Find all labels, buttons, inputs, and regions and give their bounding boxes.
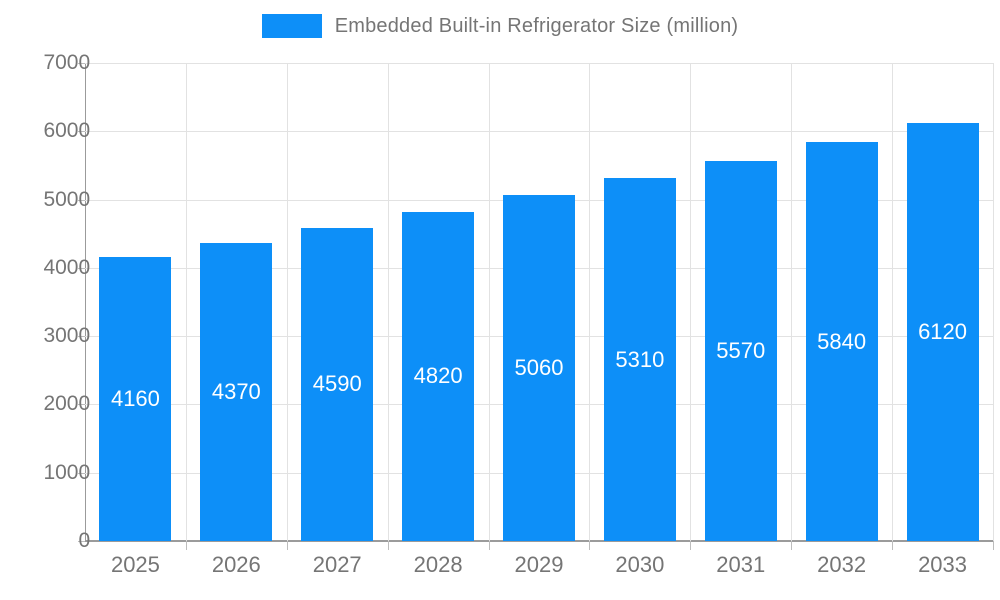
y-axis-tick [78,131,85,133]
v-gridline [185,63,187,541]
x-axis-tick-label: 2026 [211,552,261,577]
bar-value-label: 4820 [413,363,463,389]
x-axis-tick-label: 2030 [615,552,665,577]
bar-value-label: 5840 [817,328,867,354]
legend-label: Embedded Built-in Refrigerator Size (mil… [334,14,739,37]
x-axis-tick-label: 2033 [918,552,968,577]
x-axis-tick [993,541,994,550]
bar-value-label: 6120 [918,319,968,345]
y-axis-tick-label: 4000 [43,255,91,279]
bar-value-label: 5570 [716,337,766,363]
y-axis-line [85,63,86,541]
x-axis-tick [589,541,591,550]
x-axis-tick [488,541,490,550]
x-axis-tick [185,541,187,550]
h-gridline [85,131,993,133]
v-gridline [589,63,591,541]
bar-2029: 5060 [503,195,575,541]
bar-value-label: 5310 [615,346,665,372]
y-axis-tick-label: 5000 [43,187,91,211]
bar-2028: 4820 [402,211,475,541]
y-axis-tick-label: 6000 [43,119,91,143]
x-axis-tick-label: 2025 [110,552,160,577]
v-gridline [690,63,692,541]
y-axis-tick-label: 0 [78,529,91,552]
bar-2027: 4590 [301,227,374,541]
y-axis-tick [78,541,85,542]
y-axis-tick [78,404,85,406]
plot-area: 0 1000 2000 3000 4000 5000 6000 7000 4160 4370 459… [43,51,994,552]
bar-2030: 5310 [603,178,676,541]
x-axis-tick-label: 2028 [413,552,463,577]
y-axis-tick [78,336,85,338]
h-gridline [85,63,993,64]
bar-2033: 6120 [906,123,979,541]
y-axis-tick-label: 7000 [43,51,91,74]
v-gridline [286,63,288,541]
v-gridline [488,63,490,541]
x-axis-tick [387,541,389,550]
v-gridline [791,63,793,541]
bar-value-label: 4160 [110,385,160,411]
bar-value-label: 4370 [211,378,261,404]
bar-2026: 4370 [200,242,273,541]
y-axis-tick [78,267,85,269]
y-axis-tick-label: 3000 [43,324,91,348]
x-axis-tick-label: 2029 [514,552,564,577]
bar-2025: 4160 [99,256,172,541]
y-axis-tick [78,63,85,64]
x-axis-tick-label: 2031 [716,552,766,577]
y-axis-tick [78,199,85,201]
bar-2031: 5570 [704,160,777,541]
x-axis-tick [286,541,288,550]
y-axis-tick-label: 1000 [43,460,91,484]
x-axis-tick-label: 2032 [817,552,867,577]
bar-2032: 5840 [805,142,878,541]
v-gridline [892,63,894,541]
v-gridline [387,63,389,541]
bar-value-label: 4590 [312,371,362,397]
x-axis-tick [791,541,793,550]
y-axis-tick-label: 2000 [43,392,91,416]
x-axis-tick [892,541,894,550]
legend-swatch-icon [261,14,322,38]
x-axis-tick-label: 2027 [312,552,362,577]
y-axis-tick [78,472,85,474]
x-axis-labels: 2025 2026 2027 2028 2029 2030 2031 2032 2033 [85,552,993,586]
x-axis-line [85,540,993,542]
x-axis-tick [690,541,692,550]
legend[interactable]: Embedded Built-in Refrigerator Size (mil… [0,14,1000,38]
v-gridline [993,63,994,541]
bar-value-label: 5060 [514,355,564,381]
